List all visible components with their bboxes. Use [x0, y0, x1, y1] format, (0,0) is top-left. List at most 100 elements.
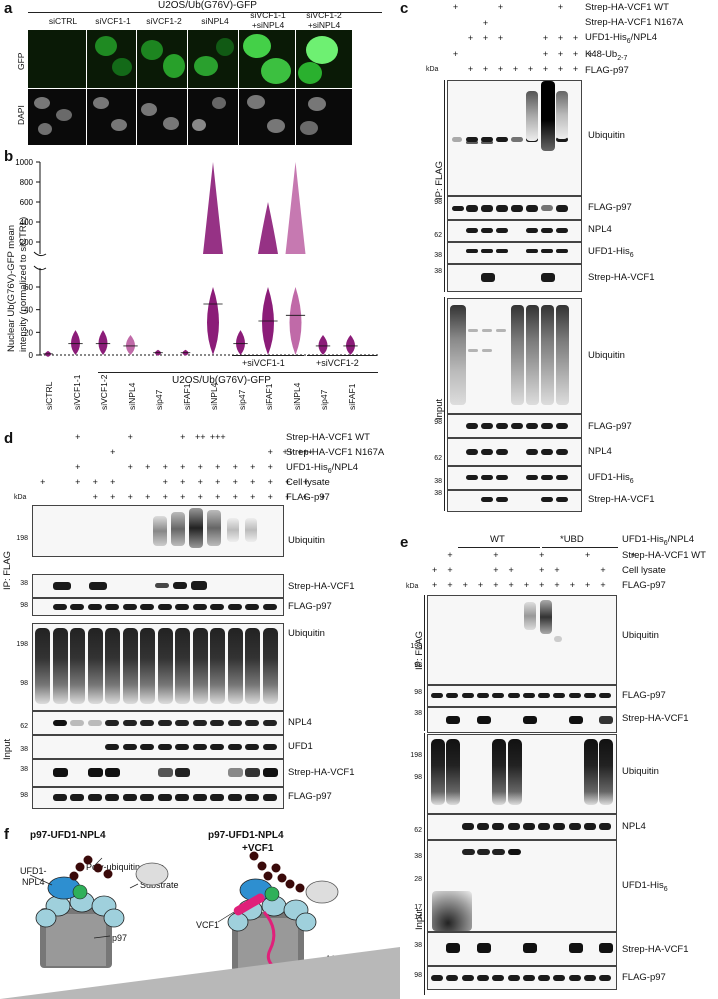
pm-cell: + — [572, 33, 579, 43]
pm-cell: + — [467, 64, 474, 74]
c-row-k48ub: K48-Ub2-7 — [585, 49, 628, 62]
smear — [192, 628, 208, 704]
col-siCTRL: siCTRL — [48, 16, 78, 26]
d-ip-ubiquitin-blot — [32, 505, 284, 557]
band — [105, 720, 119, 726]
c-label-ufd1: UFD1-His6 — [588, 246, 634, 259]
band — [157, 720, 172, 726]
c-label-flag-p97: FLAG-p97 — [588, 202, 632, 213]
band — [105, 604, 119, 610]
pm-cell: + — [497, 33, 504, 43]
d-input-mw-98: 98 — [20, 680, 28, 687]
band — [175, 720, 189, 726]
e-row-cell-lysate: Cell lysate — [622, 565, 666, 576]
smear — [70, 628, 85, 704]
x-tick-label-9: siNPL4 — [291, 382, 302, 410]
f-complex-right — [217, 851, 339, 978]
x-tick-label-0: siCTRL — [44, 381, 54, 410]
band — [461, 693, 474, 698]
e-input-mw-17: 17 — [414, 904, 422, 911]
d-input-label-flag-p97: FLAG-p97 — [288, 791, 332, 802]
band — [461, 849, 475, 855]
panel-a-title: U2OS/Ub(G76V)-GFP — [158, 0, 257, 11]
e-group-ubd: *UBD — [560, 534, 584, 545]
d-row-ufd1-npl4: UFD1-His6/NPL4 — [286, 462, 359, 475]
e-input-label-ubiquitin: Ubiquitin — [622, 766, 659, 777]
band — [175, 794, 189, 801]
c-input-label-flag-p97: FLAG-p97 — [588, 421, 632, 432]
band — [122, 604, 137, 610]
band — [522, 975, 535, 981]
d-mw-98: 98 — [20, 602, 28, 609]
pm-cell: + — [600, 580, 606, 590]
col-siVCF1-2: siVCF1-2 — [146, 16, 182, 26]
band — [70, 720, 84, 726]
pm-cell: + — [145, 492, 151, 502]
band — [476, 823, 489, 830]
pm-cell: +++ — [209, 432, 226, 442]
band — [507, 823, 520, 830]
pm-cell: + — [493, 550, 499, 560]
f-affinity-gradient — [0, 947, 400, 999]
band — [175, 768, 190, 777]
pm-cell: + — [320, 492, 326, 502]
dapi-image-siVCF1-1 — [87, 89, 136, 145]
band — [262, 720, 277, 726]
pm-cell: + — [542, 33, 549, 43]
pm-cell: + — [477, 580, 484, 590]
violin-10 — [318, 335, 328, 355]
pm-cell: + — [482, 33, 489, 43]
pm-cell: + — [110, 492, 116, 502]
violin-9 — [289, 287, 302, 355]
dapi-image-siNPL4 — [188, 89, 238, 145]
band — [52, 794, 67, 801]
f-title-right-2: +VCF1 — [242, 843, 274, 854]
smear — [492, 739, 507, 805]
f-label-polyub: Poly-ubiquitin chain — [86, 862, 165, 872]
d-mw-38: 38 — [20, 580, 28, 587]
d-input-mw-98b: 98 — [20, 792, 28, 799]
pm-cell: + — [232, 462, 238, 472]
y-tick-label: 1000 — [15, 158, 33, 167]
f-label-npl4: NPL4 — [22, 877, 45, 887]
col-siVCF1-1: siVCF1-1 — [95, 16, 131, 26]
pm-cell: + — [542, 64, 549, 74]
pm-cell: + — [75, 432, 81, 442]
c-ip-npl4-blot — [447, 220, 582, 242]
panel-b-bottom-label: U2OS/Ub(G76V)-GFP — [172, 375, 271, 386]
f-complex-left — [29, 855, 169, 968]
x-tick-label-5: siFAF1 — [181, 383, 192, 410]
dapi-image-siVCF1-2-siNPL4 — [296, 89, 352, 145]
band — [553, 975, 566, 981]
c-input-mw-vcf1: 38 — [434, 490, 442, 497]
pm-cell: + — [40, 477, 46, 487]
pm-cell: + — [432, 580, 438, 590]
pm-cell: + — [215, 477, 221, 487]
band — [599, 943, 614, 953]
pm-cell: + — [250, 492, 256, 502]
band — [105, 744, 119, 750]
smear — [105, 628, 120, 704]
d-input-label-ubiquitin: Ubiquitin — [288, 628, 325, 639]
pm-cell: + — [197, 462, 203, 472]
d-input-mw-198: 198 — [16, 641, 28, 648]
pm-cell: + — [127, 492, 133, 502]
pm-cell: + — [180, 477, 186, 487]
pm-cell: + — [302, 477, 308, 487]
pm-cell: + — [197, 492, 203, 502]
e-input-label-vcf1: Strep-HA-VCF1 — [622, 944, 689, 955]
pm-cell: + — [180, 462, 186, 472]
band — [431, 975, 443, 981]
band — [476, 975, 489, 981]
pm-cell: + — [75, 477, 81, 487]
pm-cell: + — [285, 492, 291, 502]
pm-cell: + — [127, 432, 133, 442]
band — [192, 720, 207, 726]
pm-cell: +++ — [297, 447, 314, 457]
panel-a-label: a — [4, 0, 13, 17]
panel-f-label: f — [4, 826, 9, 843]
y-tick-label: 40 — [24, 306, 33, 315]
e-input-mw-62: 62 — [414, 827, 422, 834]
smear — [431, 739, 445, 805]
band — [52, 768, 68, 777]
